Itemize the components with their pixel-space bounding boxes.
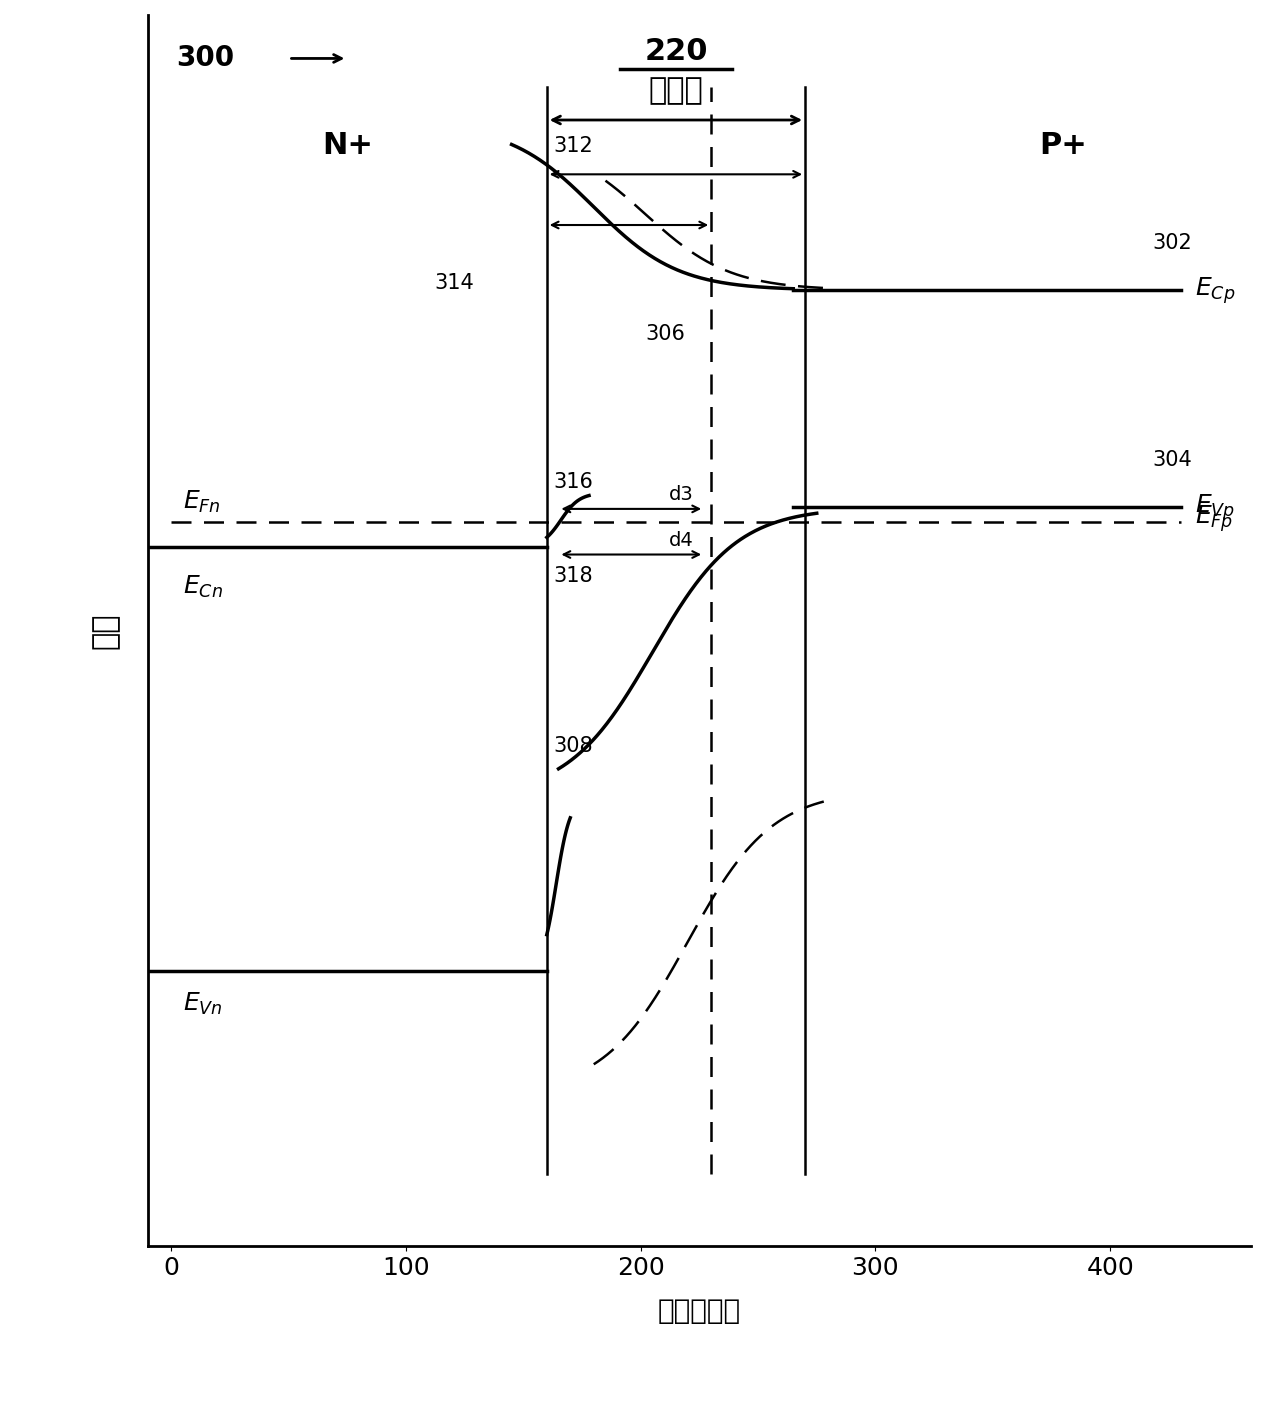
Text: $E_{Cn}$: $E_{Cn}$ (184, 574, 223, 601)
Text: $E_{Vn}$: $E_{Vn}$ (184, 990, 223, 1017)
Text: d3: d3 (668, 485, 694, 503)
Text: 隙道结: 隙道结 (648, 76, 704, 106)
Text: N+: N+ (322, 131, 372, 159)
Text: $E_{Fp}$: $E_{Fp}$ (1195, 503, 1233, 533)
Text: 314: 314 (434, 274, 473, 293)
Text: 306: 306 (646, 324, 685, 344)
Text: 316: 316 (553, 472, 594, 492)
Text: 300: 300 (176, 45, 234, 72)
Text: 318: 318 (553, 567, 594, 587)
Text: P+: P+ (1039, 131, 1087, 159)
Text: $E_{Vp}$: $E_{Vp}$ (1195, 492, 1234, 523)
Text: $E_{Cp}$: $E_{Cp}$ (1195, 275, 1236, 306)
X-axis label: 间距（屈）: 间距（屈） (658, 1297, 741, 1324)
Text: 308: 308 (553, 736, 594, 756)
Text: 312: 312 (553, 137, 594, 157)
Text: 304: 304 (1152, 450, 1193, 471)
Text: 302: 302 (1152, 233, 1193, 254)
Text: $E_{Fn}$: $E_{Fn}$ (184, 488, 220, 515)
Y-axis label: 能量: 能量 (91, 612, 120, 649)
Text: 220: 220 (644, 37, 708, 66)
Text: d4: d4 (668, 530, 694, 550)
